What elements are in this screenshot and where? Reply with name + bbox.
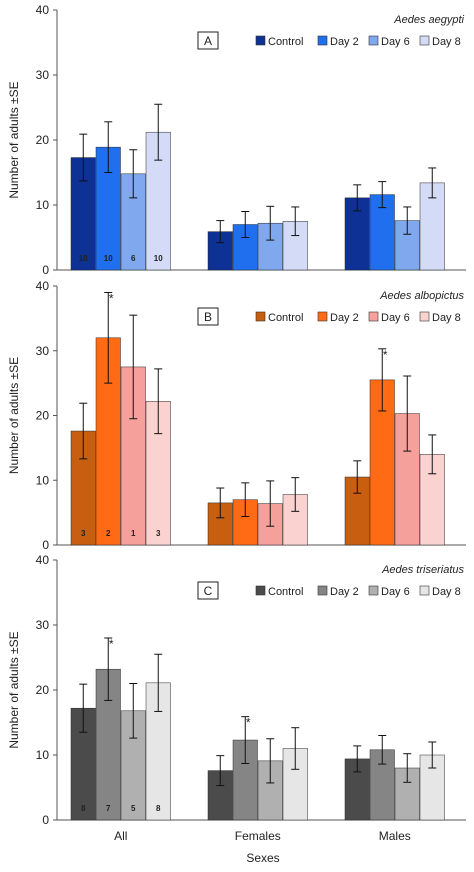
sample-size-label: 10 [79,254,88,263]
y-tick-label: 20 [36,133,50,147]
legend-swatch [317,585,328,596]
legend-swatch [419,35,430,46]
legend-label: Control [268,36,303,48]
legend-swatch [419,585,430,596]
species-name: Aedes triseriatus [381,564,464,576]
bar [282,748,308,821]
sample-size-label: 10 [154,254,163,263]
legend-swatch [368,35,379,46]
legend-label: Day 2 [330,586,359,598]
bar [120,173,146,271]
sample-size-label: 8 [156,804,161,813]
y-axis-title: Number of adults ±SE [7,357,21,474]
x-tick-label: Males [379,829,411,843]
panel-a [53,9,466,271]
legend-label: Day 2 [330,312,359,324]
y-tick-label: 0 [42,263,49,277]
y-axis-title: Number of adults ±SE [7,631,21,748]
x-axis-title: Sexes [246,851,279,865]
species-name: Aedes aegypti [393,14,464,26]
significance-star: * [383,348,388,362]
legend-swatch [419,311,430,322]
legend-label: Day 6 [381,586,410,598]
panel-b [53,285,466,546]
sample-size-label: 1 [131,529,136,538]
panel-letter-box [197,581,219,600]
legend-swatch [317,35,328,46]
legend-swatch [317,311,328,322]
sample-size-label: 6 [131,254,136,263]
sample-size-label: 8 [81,804,86,813]
y-tick-label: 20 [36,409,50,423]
panel-letter-box [197,307,219,326]
y-tick-label: 30 [36,68,50,82]
y-tick-label: 10 [36,473,50,487]
sample-size-label: 5 [131,804,136,813]
y-axis-title: Number of adults ±SE [7,81,21,198]
legend-label: Day 2 [330,36,359,48]
y-tick-label: 10 [36,748,50,762]
legend-label: Day 8 [432,36,461,48]
legend-swatch [255,311,266,322]
legend-label: Day 6 [381,312,410,324]
legend-label: Control [268,586,303,598]
legend-label: Control [268,312,303,324]
legend-swatch [255,585,266,596]
y-tick-label: 0 [42,813,49,827]
y-tick-label: 20 [36,683,50,697]
sample-size-label: 7 [106,804,111,813]
legend-label: Day 6 [381,36,410,48]
y-tick-label: 30 [36,618,50,632]
panel-letter-box [197,31,219,50]
panel-letter: A [204,34,212,48]
significance-star: * [109,637,114,651]
panel-letter: C [204,584,213,598]
y-tick-label: 40 [36,279,50,293]
panel-letter: B [204,310,212,324]
legend-label: Day 8 [432,312,461,324]
significance-star: * [246,716,251,730]
sample-size-label: 10 [104,254,113,263]
y-tick-label: 40 [36,3,50,17]
legend-label: Day 8 [432,586,461,598]
panel-c [53,559,466,821]
x-tick-label: All [114,829,127,843]
x-tick-label: Females [235,829,281,843]
sample-size-label: 3 [156,529,161,538]
y-tick-label: 30 [36,344,50,358]
y-tick-label: 0 [42,538,49,552]
significance-star: * [109,291,114,305]
y-tick-label: 10 [36,198,50,212]
legend-swatch [255,35,266,46]
sample-size-label: 2 [106,529,111,538]
sample-size-label: 3 [81,529,86,538]
species-name: Aedes albopictus [379,290,464,302]
y-tick-label: 40 [36,553,50,567]
legend-swatch [368,311,379,322]
legend-swatch [368,585,379,596]
